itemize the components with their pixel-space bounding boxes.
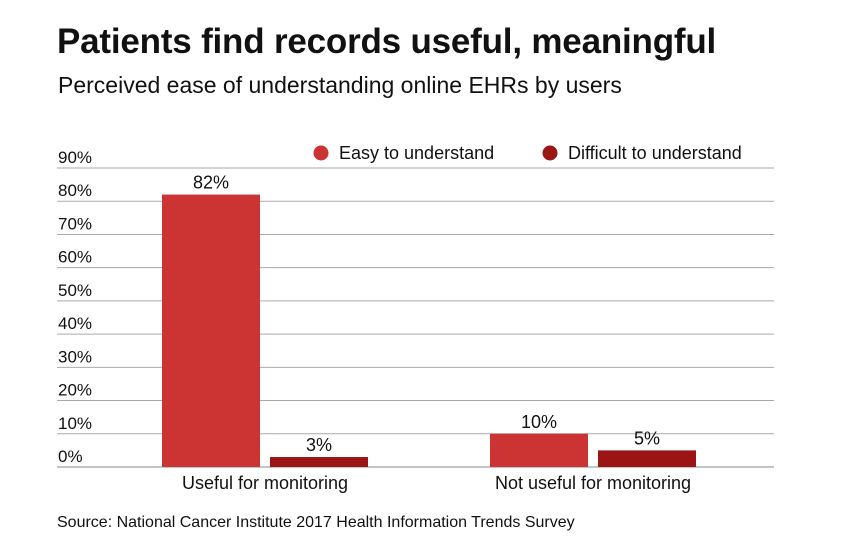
data-label: 10% [521,412,557,432]
y-tick-label: 90% [58,148,92,167]
x-axis: Useful for monitoring Not useful for moni… [182,473,691,493]
legend: Easy to understand Difficult to understan… [313,143,742,163]
chart-title: Patients find records useful, meaningful [57,22,717,61]
y-tick-label: 50% [58,281,92,300]
y-axis: 0% 10% 20% 30% 40% 50% 60% 70% 80% 90% [58,148,92,466]
x-category-label: Useful for monitoring [182,473,348,493]
source-note: Source: National Cancer Institute 2017 H… [57,514,575,531]
legend-swatch [313,145,329,161]
bars: 82% 3% 10% 5% [162,173,696,468]
chart-subtitle: Perceived ease of understanding online E… [58,72,622,98]
legend-swatch [542,145,558,161]
y-tick-label: 80% [58,181,92,200]
bar-difficult-not-useful [598,450,696,467]
y-tick-label: 10% [58,414,92,433]
y-tick-label: 40% [58,314,92,333]
data-label: 82% [193,173,229,193]
y-tick-label: 30% [58,347,92,366]
data-label: 3% [306,435,332,455]
bar-easy-useful [162,194,260,468]
y-tick-label: 20% [58,381,92,400]
x-category-label: Not useful for monitoring [495,473,691,493]
y-tick-label: 60% [58,248,92,267]
y-tick-label: 0% [58,447,83,466]
bar-easy-not-useful [490,433,588,467]
bar-difficult-useful [270,457,368,467]
legend-label: Difficult to understand [568,143,742,163]
data-label: 5% [634,428,660,448]
legend-label: Easy to understand [339,143,494,163]
y-tick-label: 70% [58,214,92,233]
